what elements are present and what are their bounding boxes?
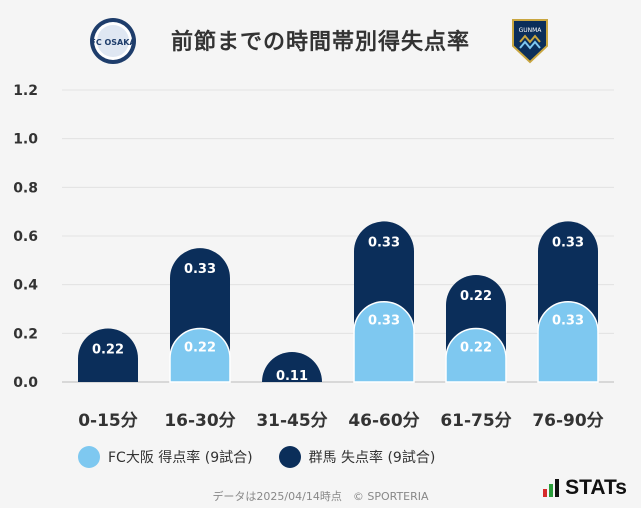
bar-fc-osaka-scored bbox=[353, 301, 415, 383]
footer-note: データは2025/04/14時点 © SPORTERIA bbox=[212, 490, 429, 503]
left-logo-text: FC OSAKA bbox=[90, 38, 136, 47]
y-tick-label: 0.0 bbox=[13, 375, 38, 391]
gunma-logo: GUNMA bbox=[512, 19, 548, 64]
data-label: 0.22 bbox=[460, 340, 492, 355]
data-label: 0.33 bbox=[368, 235, 400, 250]
data-label: 0.33 bbox=[552, 314, 584, 329]
y-tick-label: 0.8 bbox=[13, 180, 38, 196]
legend-item-fc-osaka: FC大阪 得点率 (9試合) bbox=[78, 446, 253, 468]
data-label: 0.33 bbox=[184, 262, 216, 277]
bar-fc-osaka-scored bbox=[445, 327, 507, 383]
y-tick-label: 1.2 bbox=[13, 83, 38, 99]
fc-osaka-logo: FC OSAKA bbox=[90, 18, 136, 64]
legend-item-gunma: 群馬 失点率 (9試合) bbox=[278, 446, 436, 468]
data-label: 0.22 bbox=[460, 289, 492, 304]
legend-label: 群馬 失点率 (9試合) bbox=[308, 450, 436, 466]
x-tick-label: 46-60分 bbox=[348, 411, 419, 431]
bar-fc-osaka-scored bbox=[169, 327, 231, 383]
x-tick-label: 31-45分 bbox=[256, 411, 327, 431]
x-tick-label: 61-75分 bbox=[440, 411, 511, 431]
legend: FC大阪 得点率 (9試合) 群馬 失点率 (9試合) bbox=[78, 446, 461, 468]
bar-gunma-conceded bbox=[262, 352, 322, 382]
x-tick-label: 0-15分 bbox=[78, 411, 138, 431]
legend-swatch-dark bbox=[278, 446, 301, 468]
data-label: 0.22 bbox=[92, 342, 124, 357]
bar-fc-osaka-scored bbox=[537, 301, 599, 383]
data-label: 0.33 bbox=[552, 235, 584, 250]
x-tick-label: 16-30分 bbox=[164, 411, 235, 431]
x-tick-label: 76-90分 bbox=[532, 411, 603, 431]
page-title: 前節までの時間帯別得失点率 bbox=[170, 30, 470, 55]
legend-label: FC大阪 得点率 (9試合) bbox=[108, 450, 253, 466]
legend-swatch-light bbox=[78, 446, 100, 468]
data-label: 0.22 bbox=[184, 340, 216, 355]
data-label: 0.33 bbox=[368, 314, 400, 329]
right-logo-text: GUNMA bbox=[519, 27, 543, 34]
y-tick-label: 0.6 bbox=[13, 229, 38, 245]
stats-brand: STATs bbox=[565, 476, 627, 499]
y-tick-label: 1.0 bbox=[13, 132, 38, 148]
y-tick-label: 0.2 bbox=[13, 326, 38, 342]
y-tick-label: 0.4 bbox=[13, 278, 38, 294]
stats-logo: STATs bbox=[543, 476, 627, 500]
data-label: 0.11 bbox=[276, 369, 308, 384]
stats-mark-icon bbox=[543, 479, 561, 497]
bar-gunma-conceded bbox=[78, 328, 138, 382]
